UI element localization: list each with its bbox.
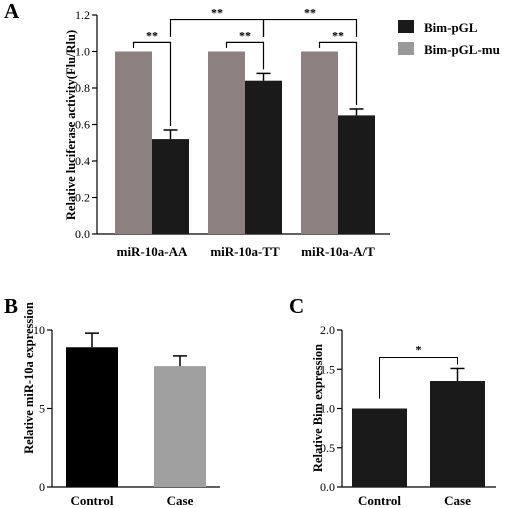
panel-c-y-tick-label: 0.5: [320, 441, 335, 455]
bar-mir-10a-aa-bim-pgl-mu: [115, 51, 152, 234]
significance-label: **: [146, 28, 158, 42]
legend-label-bim-pgl-mu: Bim-pGL-mu: [424, 42, 500, 57]
panel-c-category-labels: Control Case: [358, 493, 471, 508]
panel-b-letter: B: [4, 294, 18, 318]
panel-b-y-tick-label: 5: [39, 402, 45, 416]
panel-b-category-labels: Control Case: [70, 493, 193, 508]
bar-mir-10a-a-t-bim-pgl-mu: [301, 51, 338, 234]
panel-a-y-axis-title: Relative luciferase activity(Flu/Rlu): [64, 30, 78, 220]
panel-b-y-tick-label: 10: [33, 323, 45, 337]
legend-swatch-bim-pgl-mu: [398, 42, 414, 55]
panel-a-category-labels: miR-10a-AA miR-10a-TT miR-10a-A/T: [117, 244, 376, 259]
x-label-mir-10a-tt: miR-10a-TT: [210, 244, 280, 259]
x-label-control: Control: [70, 493, 113, 508]
panel-a-y-ticks: 0.0 0.2 0.4 0.6 0.8 1.0 1.2: [75, 8, 97, 241]
panel-b-y-ticks: 0 5 10: [33, 323, 52, 494]
significance-bracket: [132, 41, 172, 126]
bar-case: [154, 366, 206, 487]
panel-b-y-tick-label: 0: [39, 480, 45, 494]
bar-control: [66, 347, 118, 487]
significance-bracket: [262, 18, 358, 37]
bar-mir-10a-tt-bim-pgl-mu: [208, 51, 245, 234]
bar-mir-10a-tt-bim-pgl: [245, 80, 282, 234]
panel-b: B Relative miR-10a expression 0 5 10 Contr…: [4, 294, 220, 508]
x-label-mir-10a-a-t: miR-10a-A/T: [301, 244, 375, 259]
legend-label-bim-pgl: Bim-pGL: [424, 20, 478, 35]
panel-c-bars: [352, 367, 485, 487]
panel-a-legend: Bim-pGL Bim-pGL-mu: [398, 20, 500, 57]
panel-a-significance: ** ** ** ** **: [132, 6, 358, 126]
panel-a-y-tick-label: 1.2: [75, 8, 90, 22]
significance-bracket: [318, 41, 358, 105]
panel-b-y-axis-title: Relative miR-10a expression: [22, 302, 36, 454]
panel-a-letter: A: [4, 0, 20, 23]
legend-swatch-bim-pgl: [398, 20, 414, 33]
panel-b-bars: [66, 332, 206, 487]
panel-c-letter: C: [289, 294, 304, 318]
panel-a-bars: [115, 51, 375, 234]
significance-label: **: [304, 6, 316, 20]
panel-c-y-ticks: 0.0 0.5 1.0 1.5 2.0: [320, 323, 342, 494]
bar-case: [430, 381, 485, 487]
significance-bracket: [225, 41, 265, 70]
panel-a-y-tick-label: 0.6: [75, 118, 90, 132]
bar-mir-10a-aa-bim-pgl: [152, 139, 189, 234]
panel-c-y-tick-label: 1.0: [320, 402, 335, 416]
bar-control: [352, 408, 407, 487]
significance-bracket: [379, 356, 458, 399]
panel-a-y-tick-label: 0.8: [75, 81, 90, 95]
panel-a-y-tick-label: 1.0: [75, 45, 90, 59]
significance-label: **: [332, 28, 344, 42]
panel-c-significance: *: [379, 342, 458, 399]
panel-c-y-tick-label: 2.0: [320, 323, 335, 337]
panel-a-y-tick-label: 0.2: [75, 191, 90, 205]
panel-c-y-tick-label: 0.0: [320, 480, 335, 494]
significance-label: *: [416, 342, 422, 356]
panel-c-y-tick-label: 1.5: [320, 362, 335, 376]
significance-label: **: [239, 28, 251, 42]
panel-c: C Relative Bim expression 0.0 0.5 1.0 1.5 2.…: [289, 294, 496, 508]
panel-a: A Relative luciferase activity(Flu/Rlu) …: [4, 0, 500, 259]
significance-label: **: [211, 6, 223, 20]
panel-a-y-tick-label: 0.0: [75, 227, 90, 241]
x-label-case: Case: [167, 493, 194, 508]
x-label-mir-10a-aa: miR-10a-AA: [117, 244, 188, 259]
panel-a-y-tick-label: 0.4: [75, 154, 90, 168]
panel-c-y-axis-title: Relative Bim expression: [311, 344, 325, 472]
bar-mir-10a-a-t-bim-pgl: [338, 115, 375, 234]
x-label-control: Control: [358, 493, 401, 508]
x-label-case: Case: [444, 493, 471, 508]
